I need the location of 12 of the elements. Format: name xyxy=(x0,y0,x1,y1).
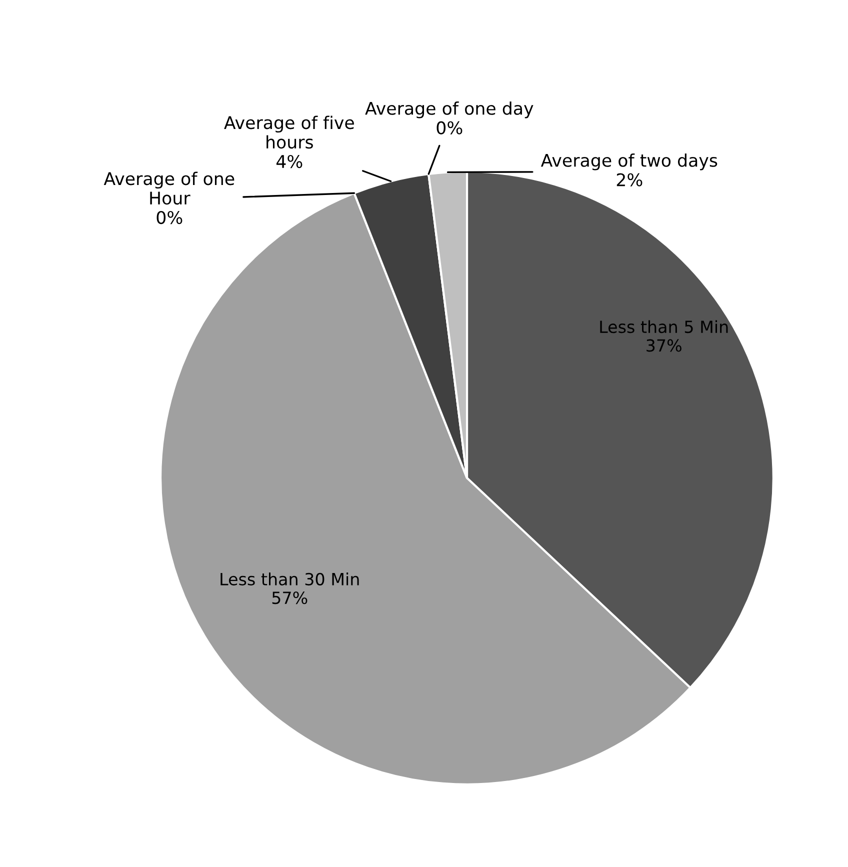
slice-label: Average of two days xyxy=(540,153,718,170)
text: 0% xyxy=(436,121,462,134)
data-label: 37% xyxy=(646,339,682,352)
data-label: 4% xyxy=(276,154,302,168)
data-label: 57% xyxy=(272,592,308,604)
slice-label: Less than 5 Min xyxy=(600,320,728,334)
slice-label: Average of five hours xyxy=(224,116,354,149)
data-label: 2% xyxy=(616,173,642,186)
category-label: Average of one Hour xyxy=(104,172,234,205)
text: 0% xyxy=(156,210,182,224)
category-label: Average of one day xyxy=(365,101,534,118)
slice-label: Less than 30 Min xyxy=(220,572,359,586)
